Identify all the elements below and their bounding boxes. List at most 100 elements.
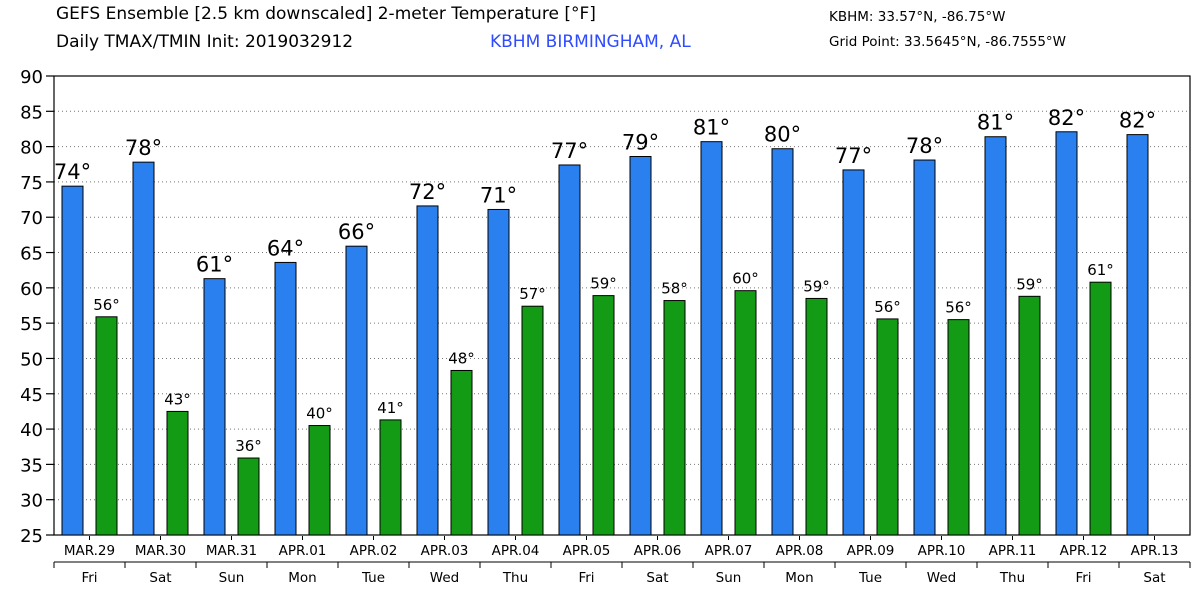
- tmax-bar: [771, 148, 794, 536]
- x-weekday-label: Wed: [927, 570, 956, 586]
- tmin-bar: [876, 318, 899, 536]
- x-weekday-label: Mon: [288, 570, 316, 586]
- x-date-label: APR.03: [421, 543, 469, 559]
- y-tick-label: 50: [20, 349, 43, 370]
- tmin-value-label: 59°: [803, 277, 830, 295]
- tmin-value-label: 56°: [93, 296, 120, 314]
- tmax-bar: [629, 156, 652, 536]
- x-date-label: APR.01: [279, 543, 327, 559]
- y-tick-label: 75: [20, 173, 43, 194]
- chart-title: GEFS Ensemble [2.5 km downscaled] 2-mete…: [56, 4, 596, 24]
- x-date-label: APR.05: [563, 543, 611, 559]
- tmax-bar: [203, 278, 226, 536]
- tmax-bar: [984, 136, 1007, 536]
- x-weekday-label: Fri: [1075, 570, 1091, 586]
- tmax-bar: [913, 159, 936, 536]
- y-tick-label: 65: [20, 244, 43, 265]
- tmin-bar: [1018, 295, 1041, 536]
- tmin-bar: [379, 419, 402, 536]
- x-date-label: MAR.30: [135, 543, 186, 559]
- y-tick-label: 35: [20, 455, 43, 476]
- tmin-value-label: 41°: [377, 399, 404, 417]
- plot-frame: [53, 75, 1191, 536]
- tmin-value-label: 36°: [235, 437, 262, 455]
- tmin-bar: [450, 369, 473, 536]
- x-weekday-label: Mon: [785, 570, 813, 586]
- x-weekday-label: Thu: [999, 570, 1025, 586]
- tmax-value-label: 77°: [551, 139, 588, 163]
- tmax-bar: [842, 169, 865, 536]
- tmin-bar: [805, 297, 828, 536]
- tmax-value-label: 71°: [480, 183, 517, 207]
- tmin-value-label: 48°: [448, 349, 475, 367]
- x-weekday-label: Fri: [578, 570, 594, 586]
- tmin-bar: [308, 425, 331, 536]
- tmax-bar: [558, 164, 581, 536]
- tmax-bar: [1126, 134, 1149, 536]
- tmax-value-label: 82°: [1048, 106, 1085, 130]
- tmin-value-label: 58°: [661, 280, 688, 298]
- tmax-value-label: 61°: [196, 253, 233, 277]
- tmax-bar: [274, 261, 297, 536]
- x-date-label: MAR.31: [206, 543, 257, 559]
- tmin-bar: [663, 300, 686, 536]
- tmax-value-label: 80°: [764, 123, 801, 147]
- y-tick-label: 90: [20, 67, 43, 88]
- tmax-value-label: 78°: [125, 136, 162, 160]
- tmin-bar: [95, 316, 118, 536]
- tmin-bar: [521, 305, 544, 536]
- tmin-bar: [592, 295, 615, 536]
- x-date-label: APR.11: [989, 543, 1037, 559]
- x-date-label: APR.07: [705, 543, 753, 559]
- tmax-bar: [1055, 131, 1078, 536]
- y-tick-label: 55: [20, 314, 43, 335]
- y-tick-label: 45: [20, 385, 43, 406]
- x-weekday-label: Sat: [1143, 570, 1165, 586]
- tmin-value-label: 61°: [1087, 261, 1114, 279]
- x-date-label: APR.12: [1060, 543, 1108, 559]
- x-date-label: APR.04: [492, 543, 540, 559]
- tmin-value-label: 56°: [945, 299, 972, 317]
- y-tick-label: 60: [20, 279, 43, 300]
- tmax-bar: [416, 205, 439, 536]
- x-weekday-label: Thu: [502, 570, 528, 586]
- x-date-label: APR.06: [634, 543, 682, 559]
- x-date-label: MAR.29: [64, 543, 115, 559]
- x-weekday-label: Fri: [81, 570, 97, 586]
- y-tick-label: 85: [20, 102, 43, 123]
- grid-point-coordinates: Grid Point: 33.5645°N, -86.7555°W: [829, 34, 1067, 50]
- tmax-value-label: 77°: [835, 144, 872, 168]
- tmin-value-label: 59°: [1016, 275, 1043, 293]
- chart-subtitle: Daily TMAX/TMIN Init: 2019032912: [56, 32, 354, 52]
- station-name: KBHM BIRMINGHAM, AL: [490, 32, 691, 52]
- tmax-bar: [487, 208, 510, 536]
- y-tick-label: 25: [20, 526, 43, 547]
- x-date-label: APR.08: [776, 543, 824, 559]
- tmax-bar: [61, 185, 84, 536]
- tmin-bar: [1089, 281, 1112, 536]
- tmin-value-label: 43°: [164, 390, 191, 408]
- tmax-value-label: 81°: [977, 111, 1014, 135]
- tmin-value-label: 56°: [874, 298, 901, 316]
- tmax-bar: [345, 245, 368, 536]
- station-coordinates: KBHM: 33.57°N, -86.75°W: [829, 9, 1006, 25]
- tmin-value-label: 57°: [519, 285, 546, 303]
- x-weekday-label: Sat: [646, 570, 668, 586]
- y-tick-label: 70: [20, 208, 43, 229]
- tmin-bar: [166, 410, 189, 536]
- tmax-value-label: 79°: [622, 131, 659, 155]
- x-weekday-label: Sat: [149, 570, 171, 586]
- tmax-value-label: 72°: [409, 180, 446, 204]
- tmax-value-label: 81°: [693, 116, 730, 140]
- tmin-bar: [237, 457, 260, 536]
- tmin-value-label: 60°: [732, 270, 759, 288]
- x-weekday-label: Tue: [361, 570, 385, 586]
- x-weekday-label: Tue: [858, 570, 882, 586]
- y-tick-label: 40: [20, 420, 43, 441]
- x-weekday-label: Sun: [219, 570, 245, 586]
- tmax-value-label: 78°: [906, 134, 943, 158]
- tmax-value-label: 74°: [54, 160, 91, 184]
- y-tick-label: 80: [20, 138, 43, 159]
- tmin-bar: [947, 319, 970, 536]
